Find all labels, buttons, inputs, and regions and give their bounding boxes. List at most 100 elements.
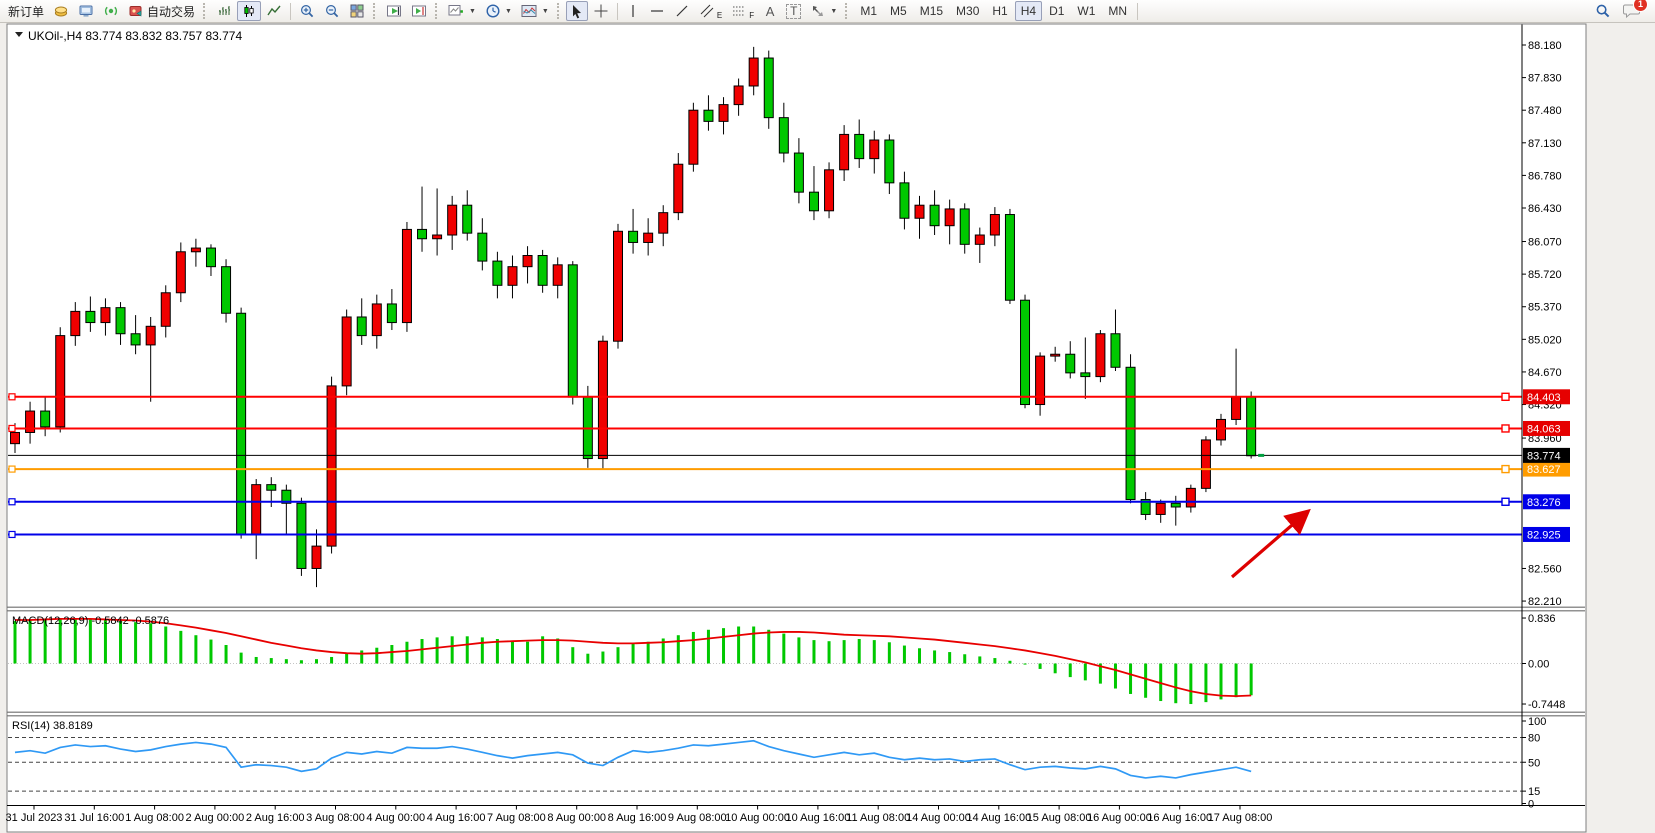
text-label-icon: T bbox=[786, 3, 802, 19]
timeframe-button-w1[interactable]: W1 bbox=[1071, 1, 1101, 21]
line-handle[interactable] bbox=[1501, 392, 1510, 402]
timeframe-button-d1[interactable]: D1 bbox=[1043, 1, 1070, 21]
candle-up bbox=[326, 385, 337, 547]
line-handle[interactable] bbox=[8, 393, 16, 401]
candle-down bbox=[929, 204, 940, 227]
line-chart-mode-button[interactable] bbox=[262, 1, 286, 21]
price-badge bbox=[1523, 494, 1570, 510]
price-axis-tick: 86.070 bbox=[1528, 237, 1562, 249]
annotation-arrow[interactable] bbox=[1230, 508, 1311, 579]
arrows-tool-button[interactable]: ▼ bbox=[806, 1, 841, 21]
channel-tool-button[interactable]: E bbox=[695, 1, 726, 21]
trendline-tool-button[interactable] bbox=[670, 1, 694, 21]
price-axis-tick: 86.780 bbox=[1528, 170, 1562, 182]
toolbar-separator bbox=[1137, 2, 1139, 20]
autotrade-icon bbox=[128, 3, 144, 19]
candle-up bbox=[1155, 502, 1166, 515]
new-order-button[interactable]: 新订单 bbox=[4, 1, 48, 21]
candle-up bbox=[70, 310, 81, 337]
deposit-button[interactable] bbox=[49, 1, 73, 21]
candle-up bbox=[597, 340, 608, 460]
macd-signal-line bbox=[15, 617, 1252, 698]
timeframe-button-mn[interactable]: MN bbox=[1102, 1, 1133, 21]
candle-down bbox=[763, 57, 774, 119]
zoom-in-icon bbox=[299, 3, 315, 19]
terminal-window-button[interactable] bbox=[74, 1, 98, 21]
horizontal-line-tool-button[interactable] bbox=[645, 1, 669, 21]
period-button[interactable]: ▼ bbox=[481, 1, 516, 21]
chart-shift-button[interactable] bbox=[407, 1, 431, 21]
candle-up bbox=[371, 303, 382, 337]
timeframe-button-m5[interactable]: M5 bbox=[884, 1, 913, 21]
candle-up bbox=[55, 335, 66, 428]
price-badge bbox=[1523, 526, 1570, 542]
timeframe-button-m15[interactable]: M15 bbox=[914, 1, 949, 21]
crosshair-tool-button[interactable] bbox=[589, 1, 613, 21]
auto-scroll-button[interactable] bbox=[382, 1, 406, 21]
timeframe-button-m30[interactable]: M30 bbox=[950, 1, 985, 21]
rsi-axis-tick: 80 bbox=[1528, 733, 1540, 745]
candlestick-mode-button[interactable] bbox=[237, 1, 262, 21]
line-handle[interactable] bbox=[8, 498, 16, 506]
auto-trading-button[interactable]: 自动交易 bbox=[124, 1, 199, 21]
tile-windows-button[interactable] bbox=[345, 1, 369, 21]
line-handle[interactable] bbox=[1501, 424, 1510, 433]
chart-shift-icon bbox=[411, 3, 427, 19]
candle-up bbox=[507, 266, 518, 286]
candle-down bbox=[778, 117, 789, 154]
price-axis-tick: 88.180 bbox=[1528, 40, 1562, 52]
line-handle[interactable] bbox=[8, 424, 16, 433]
zoom-in-button[interactable] bbox=[295, 1, 319, 21]
vertical-line-tool-button[interactable] bbox=[622, 1, 644, 21]
candle-up bbox=[341, 316, 352, 387]
bar-chart-mode-button[interactable] bbox=[212, 1, 236, 21]
line-handle[interactable] bbox=[8, 530, 16, 539]
dropdown-arrow-icon: ▼ bbox=[504, 7, 512, 15]
fibonacci-tool-button[interactable]: F bbox=[727, 1, 758, 21]
candle-up bbox=[748, 57, 759, 87]
search-icon bbox=[1595, 3, 1611, 19]
line-handle[interactable] bbox=[1501, 464, 1510, 474]
line-handle[interactable] bbox=[1501, 497, 1510, 506]
time-axis-label: 11 Aug 08:00 bbox=[846, 812, 910, 824]
macd-histogram bbox=[13, 618, 1253, 705]
price-badge-label: 83.276 bbox=[1527, 497, 1561, 509]
candle-up bbox=[1200, 439, 1211, 489]
price-axis-tick: 87.130 bbox=[1528, 138, 1562, 150]
notifications-button[interactable]: 1 bbox=[1623, 0, 1648, 21]
candle-up bbox=[1185, 487, 1196, 508]
chart-expand-icon[interactable] bbox=[15, 32, 23, 37]
line-handle[interactable] bbox=[8, 465, 16, 473]
time-axis-label: 10 Aug 16:00 bbox=[785, 812, 850, 824]
text-label-tool-button[interactable]: T bbox=[782, 1, 805, 21]
candle-up bbox=[175, 251, 186, 294]
text-tool-button[interactable]: A bbox=[759, 1, 781, 21]
candle-down bbox=[386, 303, 397, 324]
cursor-tool-button[interactable] bbox=[565, 1, 588, 21]
candle-down bbox=[884, 139, 895, 184]
vertical-line-icon bbox=[626, 3, 640, 19]
price-axis-tick: 85.020 bbox=[1528, 334, 1562, 346]
price-axis-tick: 82.210 bbox=[1528, 596, 1562, 608]
candle-down bbox=[628, 230, 639, 243]
candle-up bbox=[1050, 353, 1061, 357]
timeframe-button-m1[interactable]: M1 bbox=[854, 1, 883, 21]
time-axis-label: 4 Aug 00:00 bbox=[366, 812, 425, 824]
timeframe-button-h1[interactable]: H1 bbox=[986, 1, 1013, 21]
candle-down bbox=[793, 152, 804, 193]
zoom-out-button[interactable] bbox=[320, 1, 344, 21]
signals-button[interactable] bbox=[99, 1, 123, 21]
candle-down bbox=[703, 109, 714, 122]
timeframe-button-h4[interactable]: H4 bbox=[1014, 1, 1043, 21]
candle-down bbox=[1110, 333, 1121, 368]
candle-down bbox=[115, 307, 126, 335]
time-axis-label: 3 Aug 08:00 bbox=[306, 812, 365, 824]
candle-down bbox=[356, 316, 367, 337]
time-axis-label: 2 Aug 16:00 bbox=[246, 812, 305, 824]
horizontal-line-icon bbox=[649, 3, 665, 19]
candle-down bbox=[281, 489, 292, 504]
template-button[interactable]: ▼ bbox=[517, 1, 553, 21]
add-indicator-button[interactable]: ▼ bbox=[444, 1, 480, 21]
search-button[interactable] bbox=[1591, 1, 1615, 21]
